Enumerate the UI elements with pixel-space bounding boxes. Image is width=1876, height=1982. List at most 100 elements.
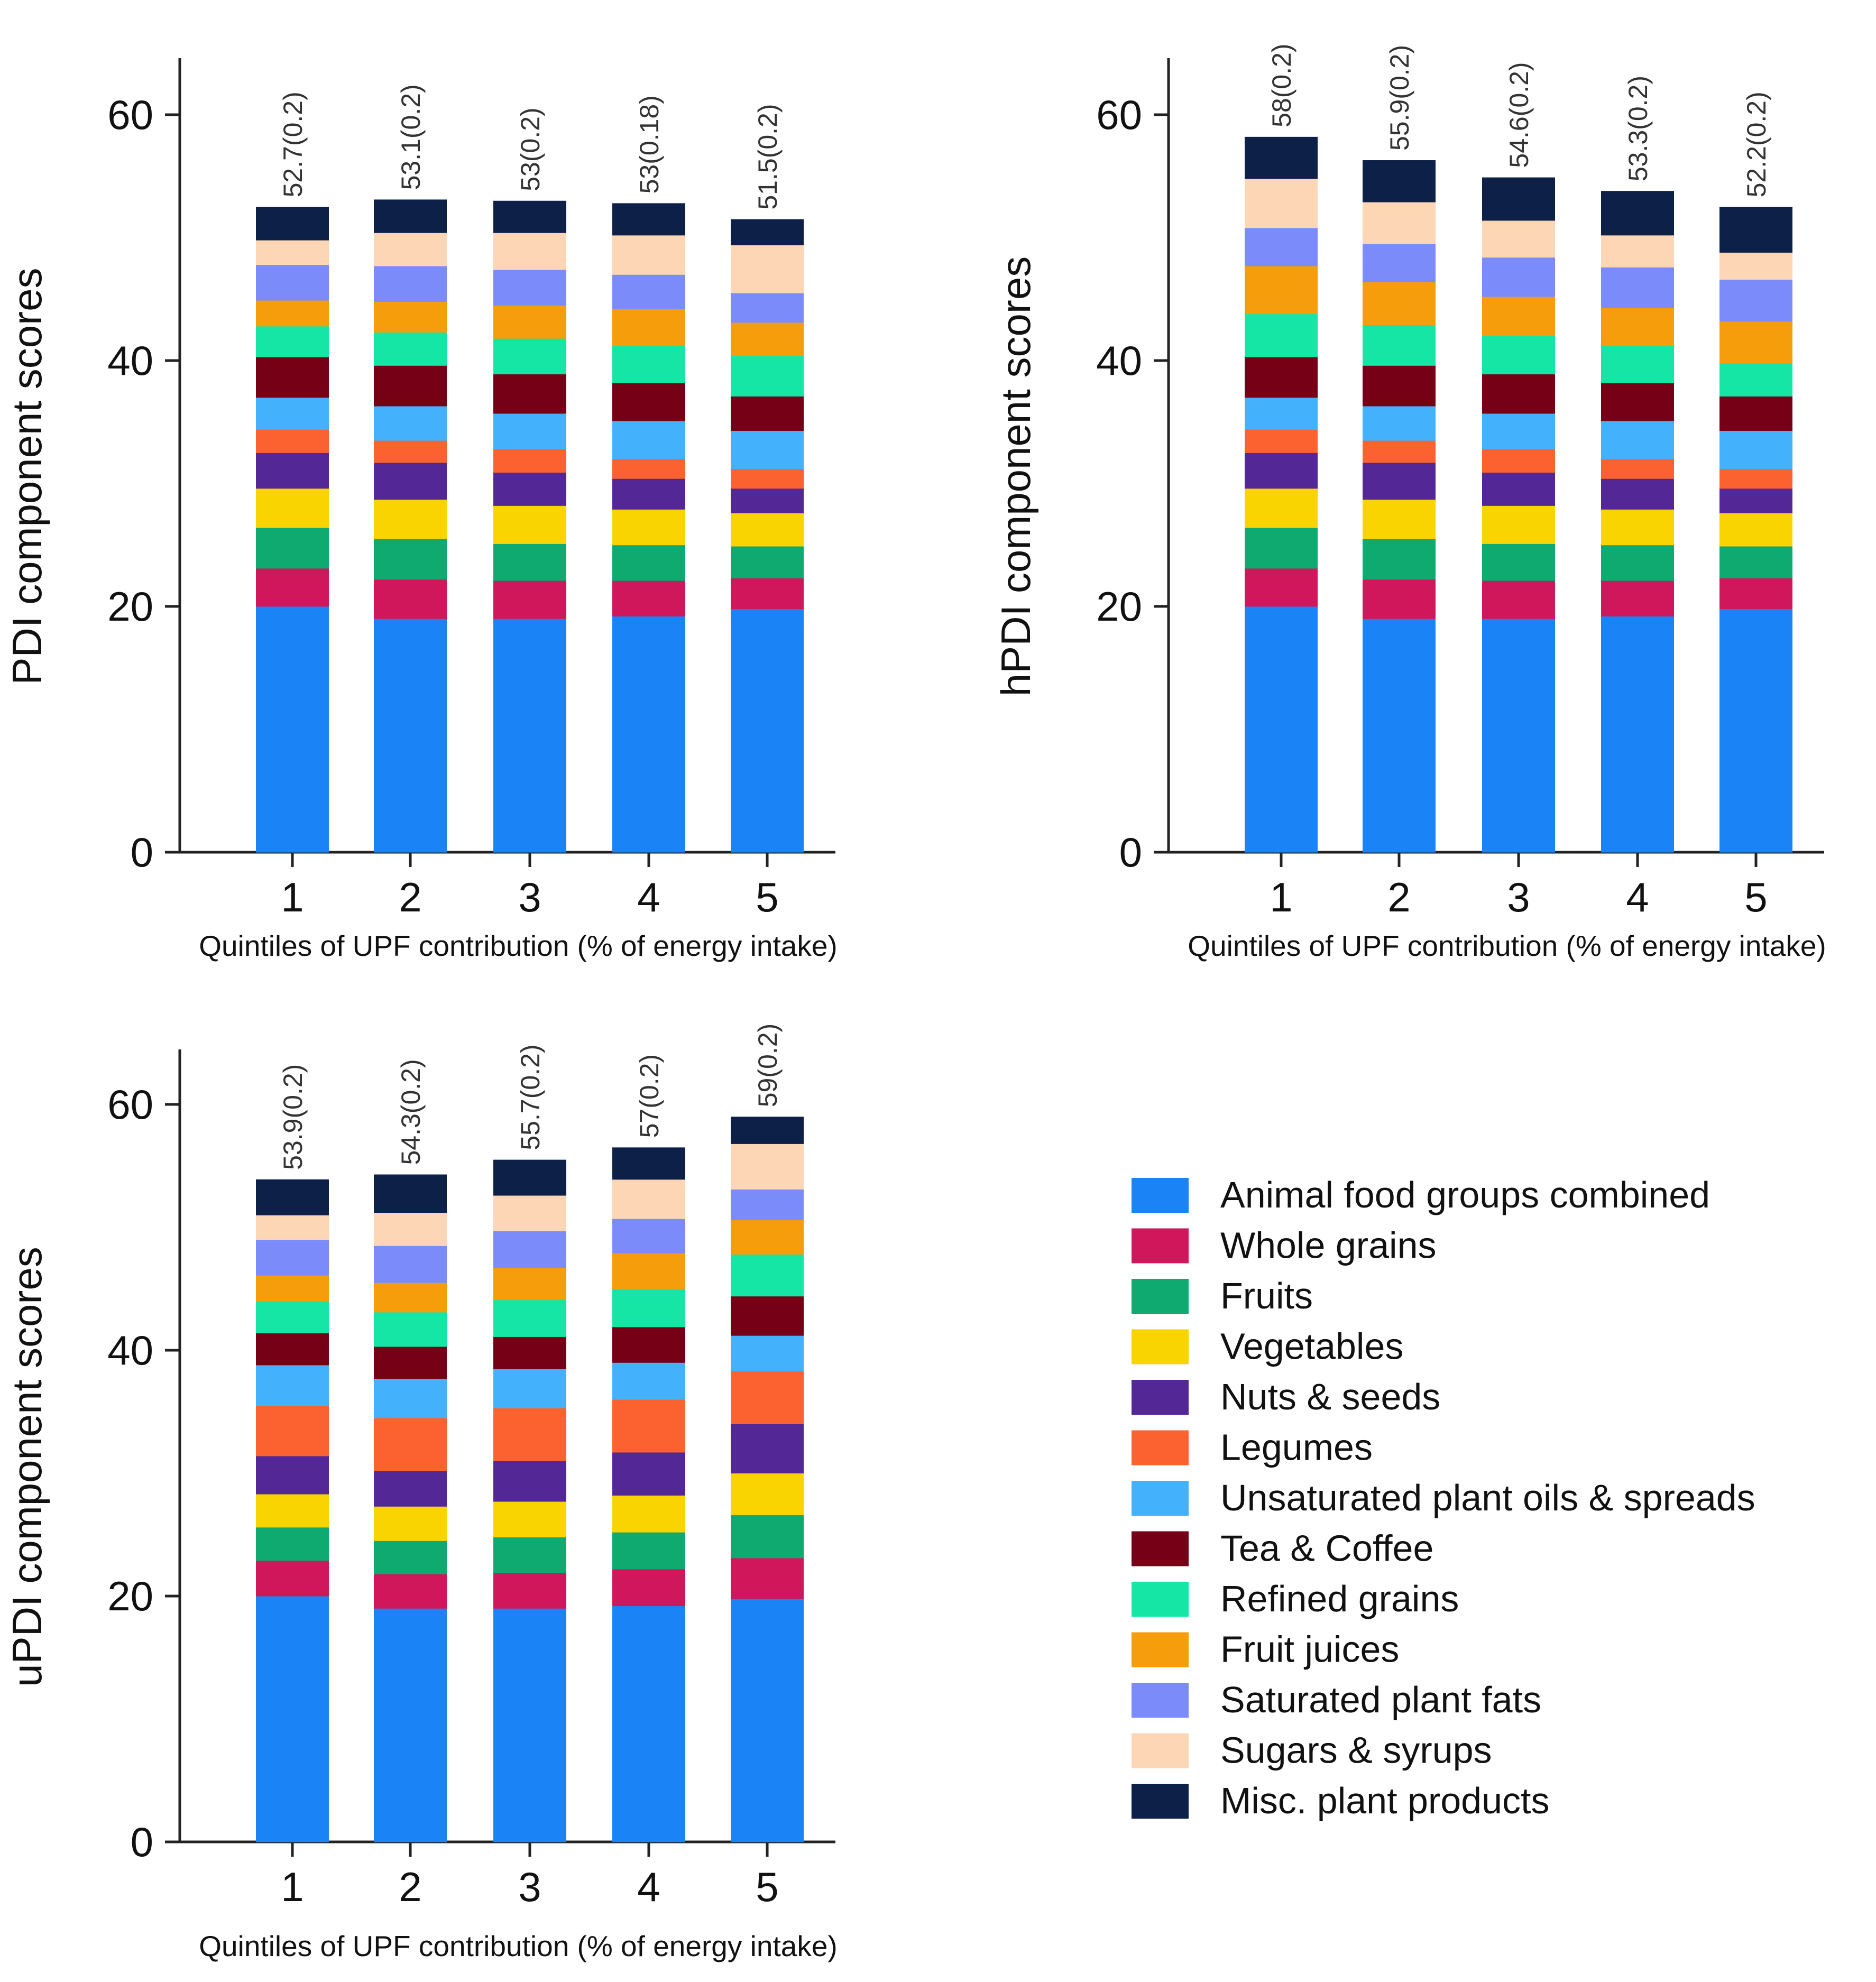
- bar-segment-refined-grains-q3: [493, 338, 566, 375]
- bar-segment-unsaturated-plant-oils-spreads-q5: [731, 430, 804, 469]
- bar-segment-unsaturated-plant-oils-spreads-q5: [731, 1335, 804, 1372]
- bar-segment-refined-grains-q5: [1719, 363, 1792, 397]
- bar-segment-fruits-q1: [1245, 528, 1318, 569]
- x-tick-label: 2: [399, 874, 421, 920]
- y-tick-label: 40: [107, 337, 153, 384]
- bar-segment-legumes-q5: [1719, 468, 1792, 489]
- bar-segment-fruit-juices-q1: [256, 1275, 329, 1302]
- bar-segment-refined-grains-q2: [374, 332, 447, 366]
- bar-segment-fruits-q4: [612, 545, 685, 581]
- bar-segment-whole-grains-q4: [1601, 580, 1674, 617]
- bar-segment-saturated-plant-fats-q1: [256, 1239, 329, 1276]
- bar-segment-unsaturated-plant-oils-spreads-q3: [1482, 413, 1555, 449]
- bar-segment-nuts-seeds-q5: [1719, 488, 1792, 513]
- legend-item-fruits: Fruits: [1132, 1275, 1313, 1316]
- bar-segment-fruits-q4: [1601, 545, 1674, 581]
- bar-segment-unsaturated-plant-oils-spreads-q2: [374, 406, 447, 441]
- bar-segment-fruit-juices-q2: [1363, 282, 1436, 326]
- bar-segment-legumes-q4: [1601, 459, 1674, 479]
- bar-segment-fruit-juices-q1: [256, 300, 329, 327]
- bar-segment-fruits-q2: [374, 539, 447, 580]
- bar-segment-animal-food-groups-combined-q3: [493, 1608, 566, 1842]
- y-tick-label: 20: [1096, 583, 1142, 630]
- bar-segment-whole-grains-q4: [612, 580, 685, 617]
- x-axis-title: Quintiles of UPF contribution (% of ener…: [1188, 929, 1826, 962]
- bar-segment-refined-grains-q1: [256, 1301, 329, 1333]
- y-tick-label: 60: [107, 91, 153, 138]
- bar-segment-nuts-seeds-q4: [612, 1452, 685, 1496]
- bar-segment-legumes-q4: [612, 459, 685, 479]
- bar-segment-saturated-plant-fats-q2: [1363, 244, 1436, 282]
- bar-segment-fruit-juices-q4: [612, 1253, 685, 1289]
- x-tick-label: 3: [518, 874, 541, 920]
- x-tick-label: 1: [281, 1864, 304, 1910]
- bar-segment-tea-coffee-q2: [374, 365, 447, 407]
- bar-segment-legumes-q3: [1482, 449, 1555, 473]
- bar-segment-animal-food-groups-combined-q2: [374, 1608, 447, 1842]
- bar-segment-nuts-seeds-q3: [493, 472, 566, 506]
- bar-segment-nuts-seeds-q1: [1245, 453, 1318, 489]
- bar-segment-whole-grains-q3: [493, 1572, 566, 1609]
- bar-segment-fruit-juices-q2: [374, 1283, 447, 1313]
- legend-swatch: [1132, 1279, 1189, 1314]
- bar-segment-refined-grains-q3: [1482, 336, 1555, 375]
- legend-swatch: [1132, 1632, 1189, 1667]
- bar-segment-unsaturated-plant-oils-spreads-q3: [493, 1368, 566, 1408]
- bar-segment-legumes-q2: [374, 440, 447, 463]
- x-tick-label: 1: [1270, 874, 1292, 920]
- legend-label: Misc. plant products: [1220, 1780, 1549, 1821]
- bar-segment-vegetables-q4: [1601, 509, 1674, 546]
- x-tick-label: 5: [756, 874, 778, 920]
- bar-segment-vegetables-q5: [731, 1473, 804, 1516]
- y-tick-label: 0: [131, 829, 153, 875]
- bar-segment-refined-grains-q1: [256, 326, 329, 357]
- bar-segment-sugars-syrups-q2: [1363, 202, 1436, 244]
- bar-segment-misc-plant-products-q5: [731, 1117, 804, 1144]
- bar-segment-fruits-q1: [256, 528, 329, 569]
- bar-segment-tea-coffee-q1: [1245, 357, 1318, 398]
- bar-segment-fruits-q3: [493, 1537, 566, 1573]
- bar-segment-refined-grains-q5: [731, 1254, 804, 1297]
- bar-segment-refined-grains-q4: [1601, 346, 1674, 383]
- bar-segment-sugars-syrups-q1: [1245, 178, 1318, 228]
- bar-segment-nuts-seeds-q1: [256, 453, 329, 489]
- bar-segment-animal-food-groups-combined-q3: [493, 619, 566, 853]
- total-label: 51.5(0.2): [753, 104, 783, 210]
- legend-label: Fruit juices: [1220, 1629, 1399, 1670]
- bar-segment-misc-plant-products-q3: [1482, 177, 1555, 221]
- legend-swatch: [1132, 1784, 1189, 1819]
- bar-segment-misc-plant-products-q1: [256, 207, 329, 241]
- bar-segment-fruit-juices-q2: [374, 301, 447, 333]
- bar-segment-fruits-q3: [1482, 543, 1555, 581]
- bar-segment-fruit-juices-q4: [612, 309, 685, 346]
- bar-segment-nuts-seeds-q2: [374, 1470, 447, 1507]
- legend-label: Fruits: [1220, 1275, 1313, 1316]
- bar-segment-fruit-juices-q3: [493, 305, 566, 339]
- bar-segment-fruits-q2: [374, 1541, 447, 1574]
- bar-segment-unsaturated-plant-oils-spreads-q1: [1245, 397, 1318, 430]
- bar-segment-misc-plant-products-q1: [256, 1179, 329, 1215]
- bar-segment-fruits-q4: [612, 1532, 685, 1570]
- bar-segment-misc-plant-products-q2: [1363, 160, 1436, 202]
- bar-segment-tea-coffee-q1: [256, 1333, 329, 1366]
- total-label: 53(0.2): [516, 107, 545, 191]
- bar-segment-saturated-plant-fats-q3: [1482, 257, 1555, 297]
- legend-label: Tea & Coffee: [1220, 1528, 1433, 1569]
- bar-segment-vegetables-q1: [1245, 488, 1318, 528]
- bar-segment-sugars-syrups-q4: [612, 1179, 685, 1219]
- bar-segment-saturated-plant-fats-q1: [1245, 227, 1318, 266]
- bar-segment-legumes-q5: [731, 468, 804, 489]
- total-label: 54.3(0.2): [396, 1059, 426, 1165]
- total-label: 55.9(0.2): [1385, 45, 1414, 151]
- bar-segment-legumes-q1: [256, 1405, 329, 1456]
- bar-segment-whole-grains-q1: [256, 568, 329, 607]
- bar-segment-vegetables-q4: [612, 509, 685, 546]
- bar-segment-sugars-syrups-q5: [731, 1144, 804, 1190]
- total-label: 53(0.18): [634, 95, 664, 193]
- bar-segment-animal-food-groups-combined-q2: [1363, 619, 1436, 853]
- bar-segment-whole-grains-q3: [1482, 580, 1555, 619]
- legend-item-misc-plant-products: Misc. plant products: [1132, 1780, 1549, 1821]
- bar-segment-tea-coffee-q2: [374, 1347, 447, 1379]
